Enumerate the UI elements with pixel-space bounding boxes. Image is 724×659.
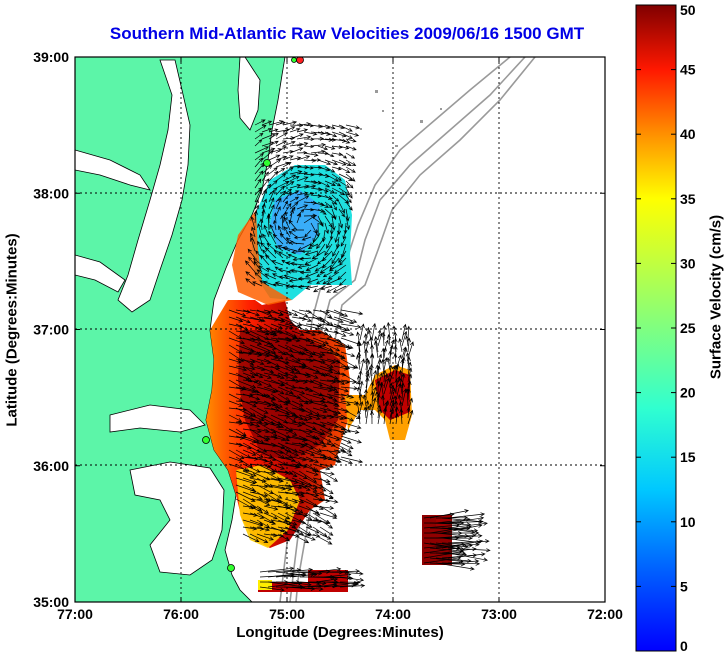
y-tick-label: 37:00 — [33, 322, 69, 338]
radar-station-marker — [263, 159, 271, 167]
pamlico-sound — [129, 461, 225, 576]
colorbar-tick-label: 45 — [680, 62, 696, 78]
x-tick-label: 74:00 — [375, 606, 411, 622]
map-title: Southern Mid-Atlantic Raw Velocities 200… — [109, 24, 585, 43]
x-tick-label: 75:00 — [269, 606, 305, 622]
x-axis-label: Longitude (Degrees:Minutes) — [236, 624, 444, 641]
colorbar-tick-label: 15 — [680, 449, 696, 465]
radar-station-marker — [291, 57, 297, 63]
radar-stations — [202, 57, 304, 572]
river-1 — [75, 149, 151, 191]
colorbar-tick-label: 35 — [680, 191, 696, 207]
grid-lines — [75, 57, 605, 602]
colorbar-tick-label: 10 — [680, 514, 696, 530]
radar-station-marker — [227, 564, 235, 572]
bathymetry-spots — [360, 90, 442, 147]
velocity-vectors — [228, 119, 491, 592]
delaware-bay — [237, 57, 261, 131]
x-tick-label: 76:00 — [163, 606, 199, 622]
y-tick-label: 38:00 — [33, 185, 69, 201]
colorbar-tick-label: 25 — [680, 320, 696, 336]
velocity-patch-southeast-top — [436, 515, 452, 527]
x-axis-ticks: 77:00 76:00 75:00 74:00 73:00 72:00 — [57, 57, 623, 622]
colorbar — [635, 4, 677, 652]
y-tick-label: 39:00 — [33, 49, 69, 65]
x-tick-label: 73:00 — [481, 606, 517, 622]
velocity-patch-south-strip-yellow — [258, 580, 272, 590]
colorbar-tick-label: 50 — [680, 2, 696, 18]
radar-station-marker — [202, 436, 210, 444]
albemarle-sound — [109, 404, 206, 433]
chesapeake-bay — [117, 59, 191, 313]
y-axis-ticks: 39:00 38:00 37:00 36:00 35:00 — [33, 49, 605, 610]
river-2 — [75, 254, 126, 293]
y-tick-label: 36:00 — [33, 458, 69, 474]
colorbar-tick-label: 40 — [680, 126, 696, 142]
x-tick-label: 77:00 — [57, 606, 93, 622]
x-tick-label: 72:00 — [587, 606, 623, 622]
colorbar-tick-label: 5 — [680, 578, 688, 594]
colorbar-ticks: 0 5 10 15 20 25 30 35 40 45 50 — [636, 2, 696, 654]
colorbar-tick-label: 0 — [680, 638, 688, 654]
colorbar-tick-label: 20 — [680, 385, 696, 401]
colorbar-tick-label: 30 — [680, 255, 696, 271]
y-tick-label: 35:00 — [33, 594, 69, 610]
velocity-patch-blue-core — [270, 190, 320, 255]
